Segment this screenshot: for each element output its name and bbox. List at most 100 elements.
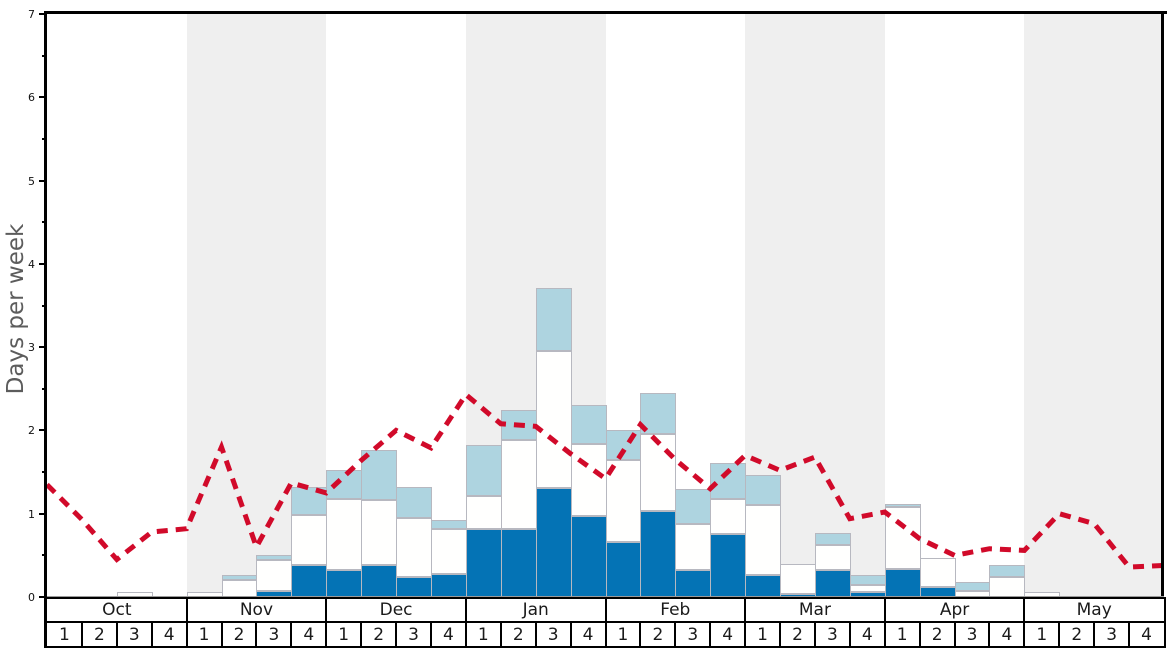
week-cell: 4 — [582, 624, 594, 645]
week-divider — [1093, 623, 1096, 646]
month-divider — [604, 599, 607, 621]
y-tick-label: 4 — [28, 257, 35, 271]
week-cell: 2 — [931, 624, 943, 645]
week-cell: 2 — [93, 624, 105, 645]
red-dashed-line-layer — [45, 390, 1165, 570]
bar-dark-blue-segment — [640, 511, 677, 597]
bar-dark-blue-segment — [884, 568, 921, 597]
week-cell: 2 — [652, 624, 664, 645]
y-major-tick — [39, 96, 47, 99]
week-divider — [534, 623, 537, 646]
y-major-tick — [39, 429, 47, 432]
week-divider — [1023, 623, 1026, 646]
week-cell: 3 — [268, 624, 280, 645]
week-cell: 1 — [757, 624, 768, 645]
bar-white-segment — [256, 560, 293, 592]
week-cell: 4 — [163, 624, 175, 645]
week-divider — [604, 623, 607, 646]
week-cell: 1 — [617, 624, 629, 645]
week-cell: 1 — [896, 624, 908, 645]
week-cell: 2 — [792, 624, 803, 645]
bar-light-blue-segment — [814, 532, 851, 546]
week-divider — [255, 623, 258, 646]
bar-light-blue-segment — [745, 475, 782, 506]
week-divider — [220, 623, 223, 646]
week-cell: 1 — [1036, 624, 1048, 645]
month-cell-feb: Feb — [660, 600, 691, 620]
month-cell-mar: Mar — [798, 600, 831, 620]
right-spine — [1161, 11, 1164, 648]
y-axis-label: Days per week — [3, 223, 29, 395]
week-cell: 3 — [826, 624, 838, 645]
week-divider — [464, 623, 467, 646]
week-divider — [150, 623, 153, 646]
week-divider — [1058, 623, 1061, 646]
week-divider — [883, 623, 886, 646]
y-tick-label: 6 — [28, 91, 35, 105]
week-divider — [674, 623, 677, 646]
y-major-tick — [39, 262, 47, 265]
week-cell: 4 — [1141, 624, 1152, 645]
y-tick-label: 0 — [28, 591, 35, 604]
bar-white-segment — [361, 500, 398, 565]
week-divider — [918, 623, 921, 646]
month-cell-apr: Apr — [939, 600, 970, 620]
y-major-tick — [39, 596, 47, 598]
y-tick-label: 5 — [28, 174, 35, 188]
week-divider — [185, 623, 188, 646]
week-divider — [499, 623, 502, 646]
week-cell: 1 — [198, 624, 210, 645]
week-cell: 3 — [128, 624, 140, 645]
week-cell: 4 — [303, 624, 315, 645]
week-divider — [709, 623, 712, 646]
month-divider — [464, 599, 467, 621]
week-cell: 3 — [687, 624, 699, 645]
x-axis-baseline — [47, 596, 1164, 597]
week-cell: 4 — [722, 624, 734, 645]
bar-white-segment — [675, 523, 712, 570]
bar-white-segment — [430, 528, 467, 574]
week-divider — [639, 623, 642, 646]
week-cell: 1 — [338, 624, 350, 645]
y-tick-label: 1 — [28, 507, 35, 521]
month-divider — [1023, 599, 1026, 621]
bar-light-blue-segment — [465, 444, 502, 497]
week-divider — [115, 623, 118, 646]
month-divider — [883, 599, 886, 621]
bar-light-blue-segment — [535, 288, 572, 352]
y-major-tick — [39, 179, 47, 182]
week-cell: 4 — [861, 624, 873, 645]
week-cell: 2 — [1071, 624, 1083, 645]
bar-light-blue-segment — [570, 405, 607, 444]
bar-dark-blue-segment — [675, 569, 712, 597]
week-cell: 1 — [477, 624, 489, 645]
bar-light-blue-segment — [675, 488, 712, 524]
month-band-may — [1024, 14, 1164, 597]
month-divider — [325, 599, 328, 621]
week-cell: 2 — [512, 624, 524, 645]
bar-light-blue-segment — [361, 450, 398, 501]
week-divider — [569, 623, 572, 646]
month-divider — [185, 599, 188, 621]
month-cell-oct: Oct — [102, 600, 132, 620]
month-cell-dec: Dec — [379, 600, 413, 620]
bar-white-segment — [465, 496, 502, 529]
week-divider — [360, 623, 363, 646]
bar-white-segment — [745, 505, 782, 576]
week-divider — [813, 623, 816, 646]
bar-light-blue-segment — [884, 503, 921, 508]
bar-light-blue-segment — [640, 392, 677, 434]
month-band-apr — [884, 14, 1025, 597]
bar-light-blue-segment — [989, 564, 1026, 577]
week-divider — [80, 623, 83, 646]
week-cell: 1 — [59, 624, 70, 645]
y-tick-label: 2 — [28, 424, 35, 438]
bar-dark-blue-segment — [710, 533, 747, 597]
y-major-tick — [39, 13, 47, 15]
bar-white-segment — [396, 517, 432, 577]
bar-white-segment — [640, 433, 677, 512]
week-cell: 4 — [1001, 624, 1013, 645]
week-divider — [988, 623, 991, 646]
y-tick-label: 3 — [28, 341, 35, 355]
y-major-tick — [39, 346, 47, 349]
